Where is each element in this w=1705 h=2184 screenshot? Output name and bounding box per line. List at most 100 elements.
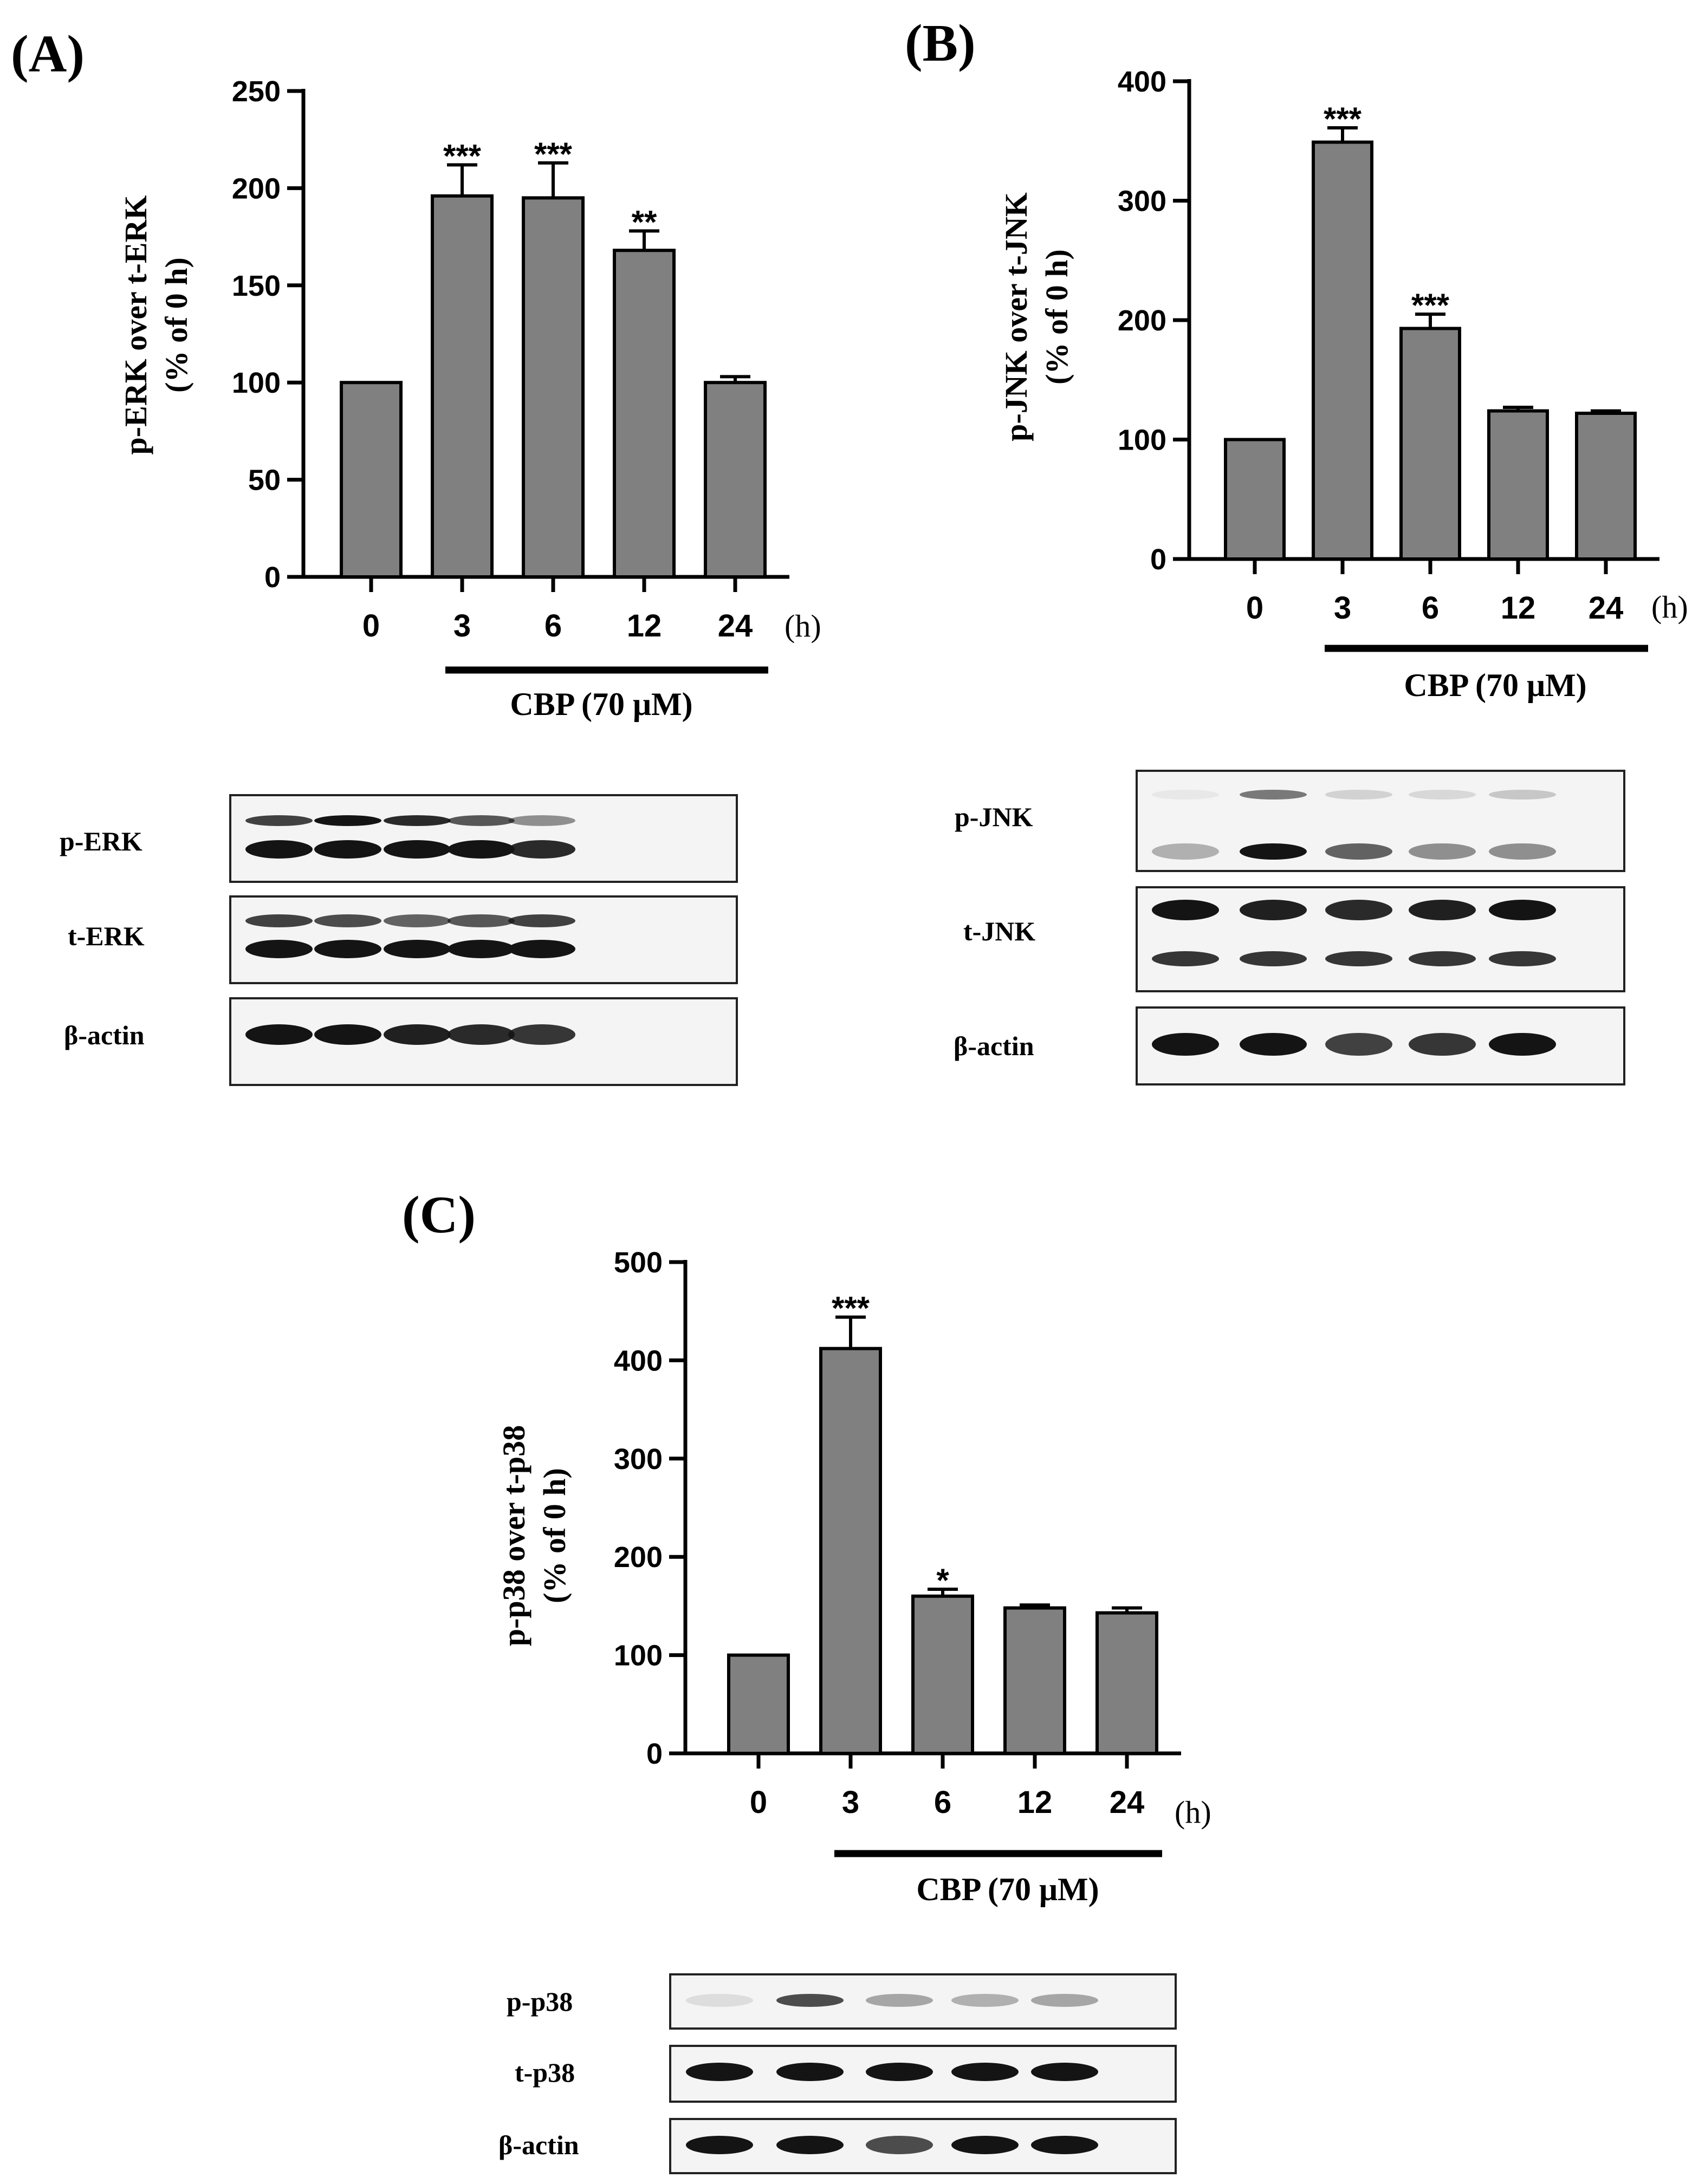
chart-c: 0 100 200 300 400 500 0 3 *** 6 * 12 24 (614, 1246, 1181, 1820)
y-tick-label-c-4: 400 (614, 1344, 663, 1377)
x-tick-label-b-1: 3 (1334, 590, 1351, 626)
blot-label-b-2: t-JNK (963, 916, 1035, 946)
x-tick-label-b-4: 24 (1589, 590, 1624, 626)
blot-strip-a-1 (229, 794, 738, 883)
x-tick-label-c-2: 6 (934, 1785, 951, 1820)
y-tick-label-b-4: 400 (1118, 66, 1166, 98)
blot-band-a-2-1-4 (448, 914, 515, 927)
y-tick-label-a-3: 150 (232, 270, 281, 302)
y-tick-label-a-1: 50 (248, 464, 281, 497)
blot-label-b-3: β-actin (954, 1031, 1034, 1061)
blot-band-b-1-1-1 (1152, 790, 1219, 800)
blot-band-a-3-1-5 (508, 1024, 575, 1045)
blot-band-a-2-2-3 (384, 940, 451, 958)
x-tick-label-b-3: 12 (1501, 590, 1536, 626)
chart-b: 0 100 200 300 400 0 3 *** 6 *** 12 24 (1118, 66, 1659, 626)
blot-band-c-3-1-5 (1031, 2136, 1098, 2154)
bar-b-4 (1575, 411, 1637, 561)
blot-band-a-3-1-3 (384, 1024, 451, 1045)
blot-band-c-3-1-1 (686, 2136, 753, 2154)
blot-band-a-3-1-2 (314, 1024, 381, 1045)
bar-c-2 (911, 1594, 974, 1755)
ylabel-c-line2: (% of 0 h) (537, 1468, 572, 1603)
blot-band-a-1-2-2 (314, 840, 381, 859)
blot-band-c-2-1-5 (1031, 2063, 1098, 2081)
hours-unit-b: (h) (1651, 589, 1688, 625)
blot-band-b-1-2-5 (1489, 843, 1556, 860)
y-tick-label-a-4: 200 (232, 172, 281, 205)
blot-band-b-2-1-4 (1409, 900, 1476, 920)
y-tick-label-c-1: 100 (614, 1640, 663, 1672)
blot-band-a-2-2-5 (508, 940, 575, 958)
hours-unit-a: (h) (785, 608, 821, 644)
blot-band-b-3-1-1 (1152, 1033, 1219, 1056)
blot-band-b-2-1-1 (1152, 900, 1219, 920)
significance-b-1: *** (1324, 101, 1362, 137)
blot-band-b-1-1-4 (1409, 790, 1476, 800)
bar-b-0 (1224, 438, 1286, 561)
y-tick-label-a-5: 250 (232, 75, 281, 108)
blot-band-c-2-1-2 (776, 2063, 844, 2081)
blot-band-c-1-1-2 (776, 1994, 844, 2007)
blot-band-a-1-2-5 (508, 840, 575, 859)
x-tick-label-b-0: 0 (1246, 590, 1263, 626)
bar-a-3 (613, 249, 676, 578)
blot-band-b-3-1-2 (1240, 1033, 1307, 1056)
blot-label-a-2: t-ERK (68, 921, 145, 951)
panel-c: (C) p-p38 over t-p38 (% of 0 h) 0 100 200 3… (402, 1186, 1211, 2174)
blot-label-c-2: t-p38 (515, 2057, 575, 2088)
x-tick-label-c-0: 0 (750, 1785, 767, 1820)
blot-band-a-2-1-1 (245, 914, 313, 927)
ylabel-a-line1: p-ERK over t-ERK (118, 195, 153, 454)
bar-a-2 (522, 196, 585, 578)
blot-band-c-1-1-4 (951, 1994, 1019, 2007)
significance-a-1: *** (443, 138, 482, 174)
blot-label-b-1: p-JNK (955, 802, 1033, 832)
ylabel-c-line1: p-p38 over t-p38 (496, 1425, 531, 1646)
blot-band-b-2-2-1 (1152, 951, 1219, 966)
blot-band-b-2-2-4 (1409, 951, 1476, 966)
blot-band-a-1-1-1 (245, 815, 313, 826)
blot-band-a-2-2-1 (245, 940, 313, 958)
x-tick-label-a-0: 0 (362, 608, 380, 644)
bar-c-4 (1095, 1611, 1158, 1755)
blot-band-c-2-1-1 (686, 2063, 753, 2081)
blot-band-a-2-2-4 (448, 940, 515, 958)
blot-strip-a-2 (229, 895, 738, 984)
blot-band-a-2-1-5 (508, 914, 575, 927)
blot-band-b-2-2-2 (1240, 951, 1307, 966)
bar-b-2 (1399, 327, 1461, 561)
chart-a: 0 50 100 150 200 250 0 3 *** 6 *** 12 ** 24 (232, 75, 789, 644)
blot-band-c-2-1-4 (951, 2063, 1019, 2081)
blot-band-a-1-1-5 (508, 815, 575, 826)
blot-label-c-1: p-p38 (507, 1986, 573, 2017)
blot-band-c-3-1-4 (951, 2136, 1019, 2154)
bar-c-0 (727, 1653, 790, 1756)
bar-a-1 (431, 194, 494, 578)
blot-band-b-2-1-2 (1240, 900, 1307, 920)
bar-b-1 (1312, 140, 1373, 561)
y-tick-label-c-5: 500 (614, 1246, 663, 1279)
x-tick-label-a-4: 24 (718, 608, 753, 644)
x-tick-label-a-3: 12 (627, 608, 662, 644)
blot-band-b-1-2-3 (1325, 843, 1392, 860)
y-tick-label-c-3: 300 (614, 1443, 663, 1476)
panel-a: (A) p-ERK over t-ERK (% of 0 h) 0 50 100 15… (11, 25, 821, 1086)
significance-a-2: *** (534, 136, 573, 172)
hours-unit-c: (h) (1175, 1795, 1211, 1830)
blot-band-a-2-1-2 (314, 914, 381, 927)
blot-label-a-1: p-ERK (60, 826, 142, 856)
blot-band-a-1-1-2 (314, 815, 381, 826)
blot-band-a-1-1-3 (384, 815, 451, 826)
blot-band-a-1-2-3 (384, 840, 451, 859)
blot-band-a-2-1-3 (384, 914, 451, 927)
blot-band-c-3-1-3 (866, 2136, 933, 2154)
blot-band-c-1-1-1 (686, 1994, 753, 2007)
y-tick-label-a-2: 100 (232, 367, 281, 399)
panel-label-c: (C) (402, 1186, 476, 1244)
bar-c-1 (819, 1347, 882, 1756)
blot-band-b-3-1-3 (1325, 1033, 1392, 1056)
y-tick-label-b-3: 300 (1118, 185, 1166, 218)
blot-band-c-3-1-2 (776, 2136, 844, 2154)
